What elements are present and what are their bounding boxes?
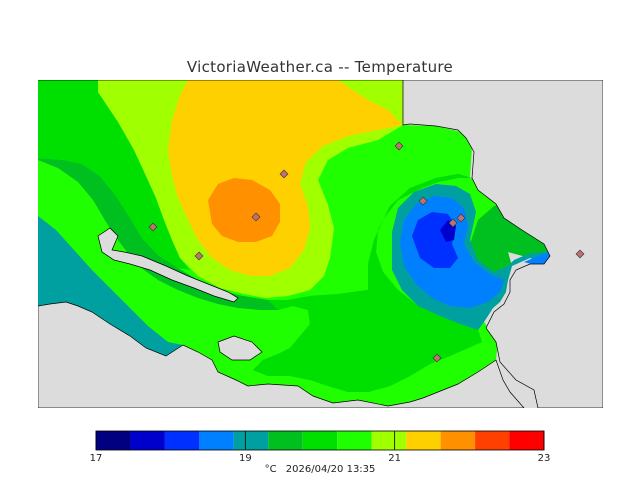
legend-swatch (268, 431, 303, 450)
unit-label: °C (264, 464, 277, 475)
land-north-shore (38, 80, 603, 408)
legend-swatch (337, 431, 372, 450)
legend-swatch (371, 431, 407, 450)
legend-swatch (96, 431, 131, 450)
station-marker (194, 251, 204, 261)
station-marker (575, 249, 585, 259)
map-caption: °C 2026/04/20 13:35 (0, 464, 640, 475)
station-marker (394, 141, 404, 151)
legend-swatch (233, 431, 269, 450)
land-inlet-spit (97, 227, 239, 303)
legend-swatch (406, 431, 441, 450)
color-scale-legend: 17 19 21 23 (90, 430, 551, 464)
temperature-map (38, 80, 603, 408)
legend-tick-label: 23 (538, 453, 551, 464)
legend-swatch (130, 431, 165, 450)
temp-band-20-0-south (253, 174, 482, 392)
station-marker (279, 169, 289, 179)
map-title: VictoriaWeather.ca -- Temperature (186, 58, 454, 76)
station-marker (432, 353, 442, 363)
temp-band-20-0-west (38, 80, 190, 270)
station-marker (418, 196, 428, 206)
legend-swatch (164, 431, 200, 450)
station-markers (148, 141, 585, 363)
land-south-islands (217, 335, 263, 361)
temp-band-19-0-west (38, 216, 183, 356)
legend-swatch (509, 431, 544, 450)
legend-tick-label: 21 (388, 453, 401, 464)
land-south-peninsula (38, 301, 525, 408)
station-marker (456, 213, 466, 223)
legend-tick-label: 17 (90, 453, 103, 464)
timestamp-label: 2026/04/20 13:35 (285, 464, 376, 475)
temp-band-21-5 (208, 178, 280, 242)
legend-swatch (302, 431, 338, 450)
legend-swatch (475, 431, 510, 450)
station-marker (148, 222, 158, 232)
legend-tick-label: 19 (239, 453, 252, 464)
station-marker (448, 218, 458, 228)
station-marker (251, 212, 261, 222)
legend-swatch (199, 431, 234, 450)
legend-swatch (440, 431, 476, 450)
